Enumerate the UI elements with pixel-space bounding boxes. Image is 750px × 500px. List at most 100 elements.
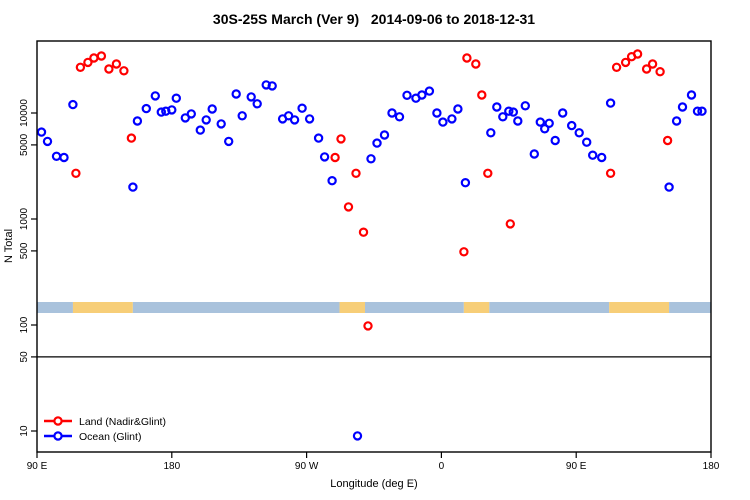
y-axis-tick-label: 100 xyxy=(19,316,30,333)
data-point xyxy=(486,128,496,138)
data-point xyxy=(59,152,69,163)
data-point xyxy=(111,59,122,69)
data-point xyxy=(505,219,515,229)
data-point xyxy=(223,136,234,147)
x-axis-tick-label: 180 xyxy=(703,461,720,472)
data-point xyxy=(550,135,560,146)
data-point xyxy=(520,101,531,111)
data-point xyxy=(231,89,241,99)
data-point xyxy=(246,92,256,102)
data-point xyxy=(372,138,382,148)
data-point xyxy=(582,137,592,147)
data-point xyxy=(588,150,598,160)
chart-title: 30S-25S March (Ver 9) 2014-09-06 to 2018… xyxy=(213,11,535,27)
data-point xyxy=(252,99,262,109)
data-point xyxy=(611,62,622,73)
data-point xyxy=(447,114,457,124)
legend-land-label: Land (Nadir&Glint) xyxy=(79,416,166,428)
plot-border xyxy=(36,40,712,453)
data-point xyxy=(664,182,674,192)
data-point xyxy=(605,168,616,178)
data-point xyxy=(363,321,373,331)
data-point xyxy=(574,128,584,138)
data-point xyxy=(402,90,412,101)
x-axis-tick-label: 180 xyxy=(163,461,180,472)
y-axis-title: N Total xyxy=(3,229,15,263)
data-point xyxy=(150,91,160,101)
data-point xyxy=(558,108,568,118)
data-point xyxy=(655,66,665,77)
data-point xyxy=(267,81,277,91)
data-point xyxy=(313,133,324,143)
map-band-segment-ocean xyxy=(132,302,340,313)
data-point xyxy=(632,49,643,59)
map-band-segment-ocean xyxy=(365,302,464,313)
data-point xyxy=(540,124,550,134)
data-point xyxy=(462,53,472,63)
data-point xyxy=(504,106,514,116)
data-point xyxy=(535,117,546,127)
data-point xyxy=(508,107,518,117)
data-point xyxy=(677,102,688,112)
data-point xyxy=(387,108,397,118)
data-point xyxy=(283,111,294,121)
series-land xyxy=(71,49,673,331)
data-point xyxy=(438,117,448,127)
x-axis-tick-label: 0 xyxy=(439,461,445,472)
x-axis-title: Longitude (deg E) xyxy=(330,478,417,490)
data-point xyxy=(394,112,405,122)
data-point xyxy=(671,116,682,126)
data-point xyxy=(141,103,151,114)
data-points xyxy=(36,49,707,441)
y-axis-tick-label: 10 xyxy=(19,425,30,437)
data-point xyxy=(453,104,463,114)
map-band-segment-land xyxy=(609,302,670,313)
y-axis-tick-label: 10000 xyxy=(19,99,30,127)
data-point xyxy=(686,90,697,100)
data-point xyxy=(358,227,369,237)
data-point xyxy=(201,115,211,125)
y-axis-tick-label: 50 xyxy=(19,351,30,363)
data-point xyxy=(424,86,435,96)
map-band xyxy=(37,302,711,313)
data-point xyxy=(597,152,607,163)
data-point xyxy=(83,57,93,68)
data-point xyxy=(186,109,196,119)
map-band-segment-ocean xyxy=(669,302,711,313)
data-point xyxy=(692,106,703,116)
data-point xyxy=(662,135,673,146)
data-point xyxy=(417,90,427,100)
data-point xyxy=(96,51,107,61)
data-point xyxy=(498,112,508,122)
data-point xyxy=(119,66,129,76)
series-ocean xyxy=(36,80,707,441)
data-point xyxy=(104,64,114,74)
data-point xyxy=(132,116,143,126)
data-point xyxy=(567,120,577,131)
data-point xyxy=(195,125,205,135)
data-point xyxy=(647,59,658,69)
data-point xyxy=(216,119,226,129)
data-point xyxy=(544,118,554,129)
data-point xyxy=(366,154,376,164)
data-point xyxy=(126,133,137,143)
data-point xyxy=(42,136,53,147)
data-point xyxy=(304,114,315,124)
data-point xyxy=(75,62,86,73)
data-point xyxy=(641,64,652,74)
data-point xyxy=(319,152,330,162)
y-axis-tick-label: 1000 xyxy=(19,207,30,230)
data-point xyxy=(483,168,493,178)
data-point xyxy=(697,106,707,116)
data-point xyxy=(460,177,471,188)
axis-ticks: 90 E 180 90 W 0 90 E 180 10 50 100 500 1000 5000 100… xyxy=(19,99,720,472)
data-point xyxy=(167,105,177,115)
x-axis-tick-label: 90 E xyxy=(566,461,587,472)
data-point xyxy=(171,93,181,103)
legend-ocean-marker-icon xyxy=(53,431,63,441)
data-point xyxy=(68,99,78,110)
map-band-segment-land xyxy=(72,302,133,313)
legend-ocean-label: Ocean (Glint) xyxy=(79,431,141,443)
data-point xyxy=(297,103,307,113)
